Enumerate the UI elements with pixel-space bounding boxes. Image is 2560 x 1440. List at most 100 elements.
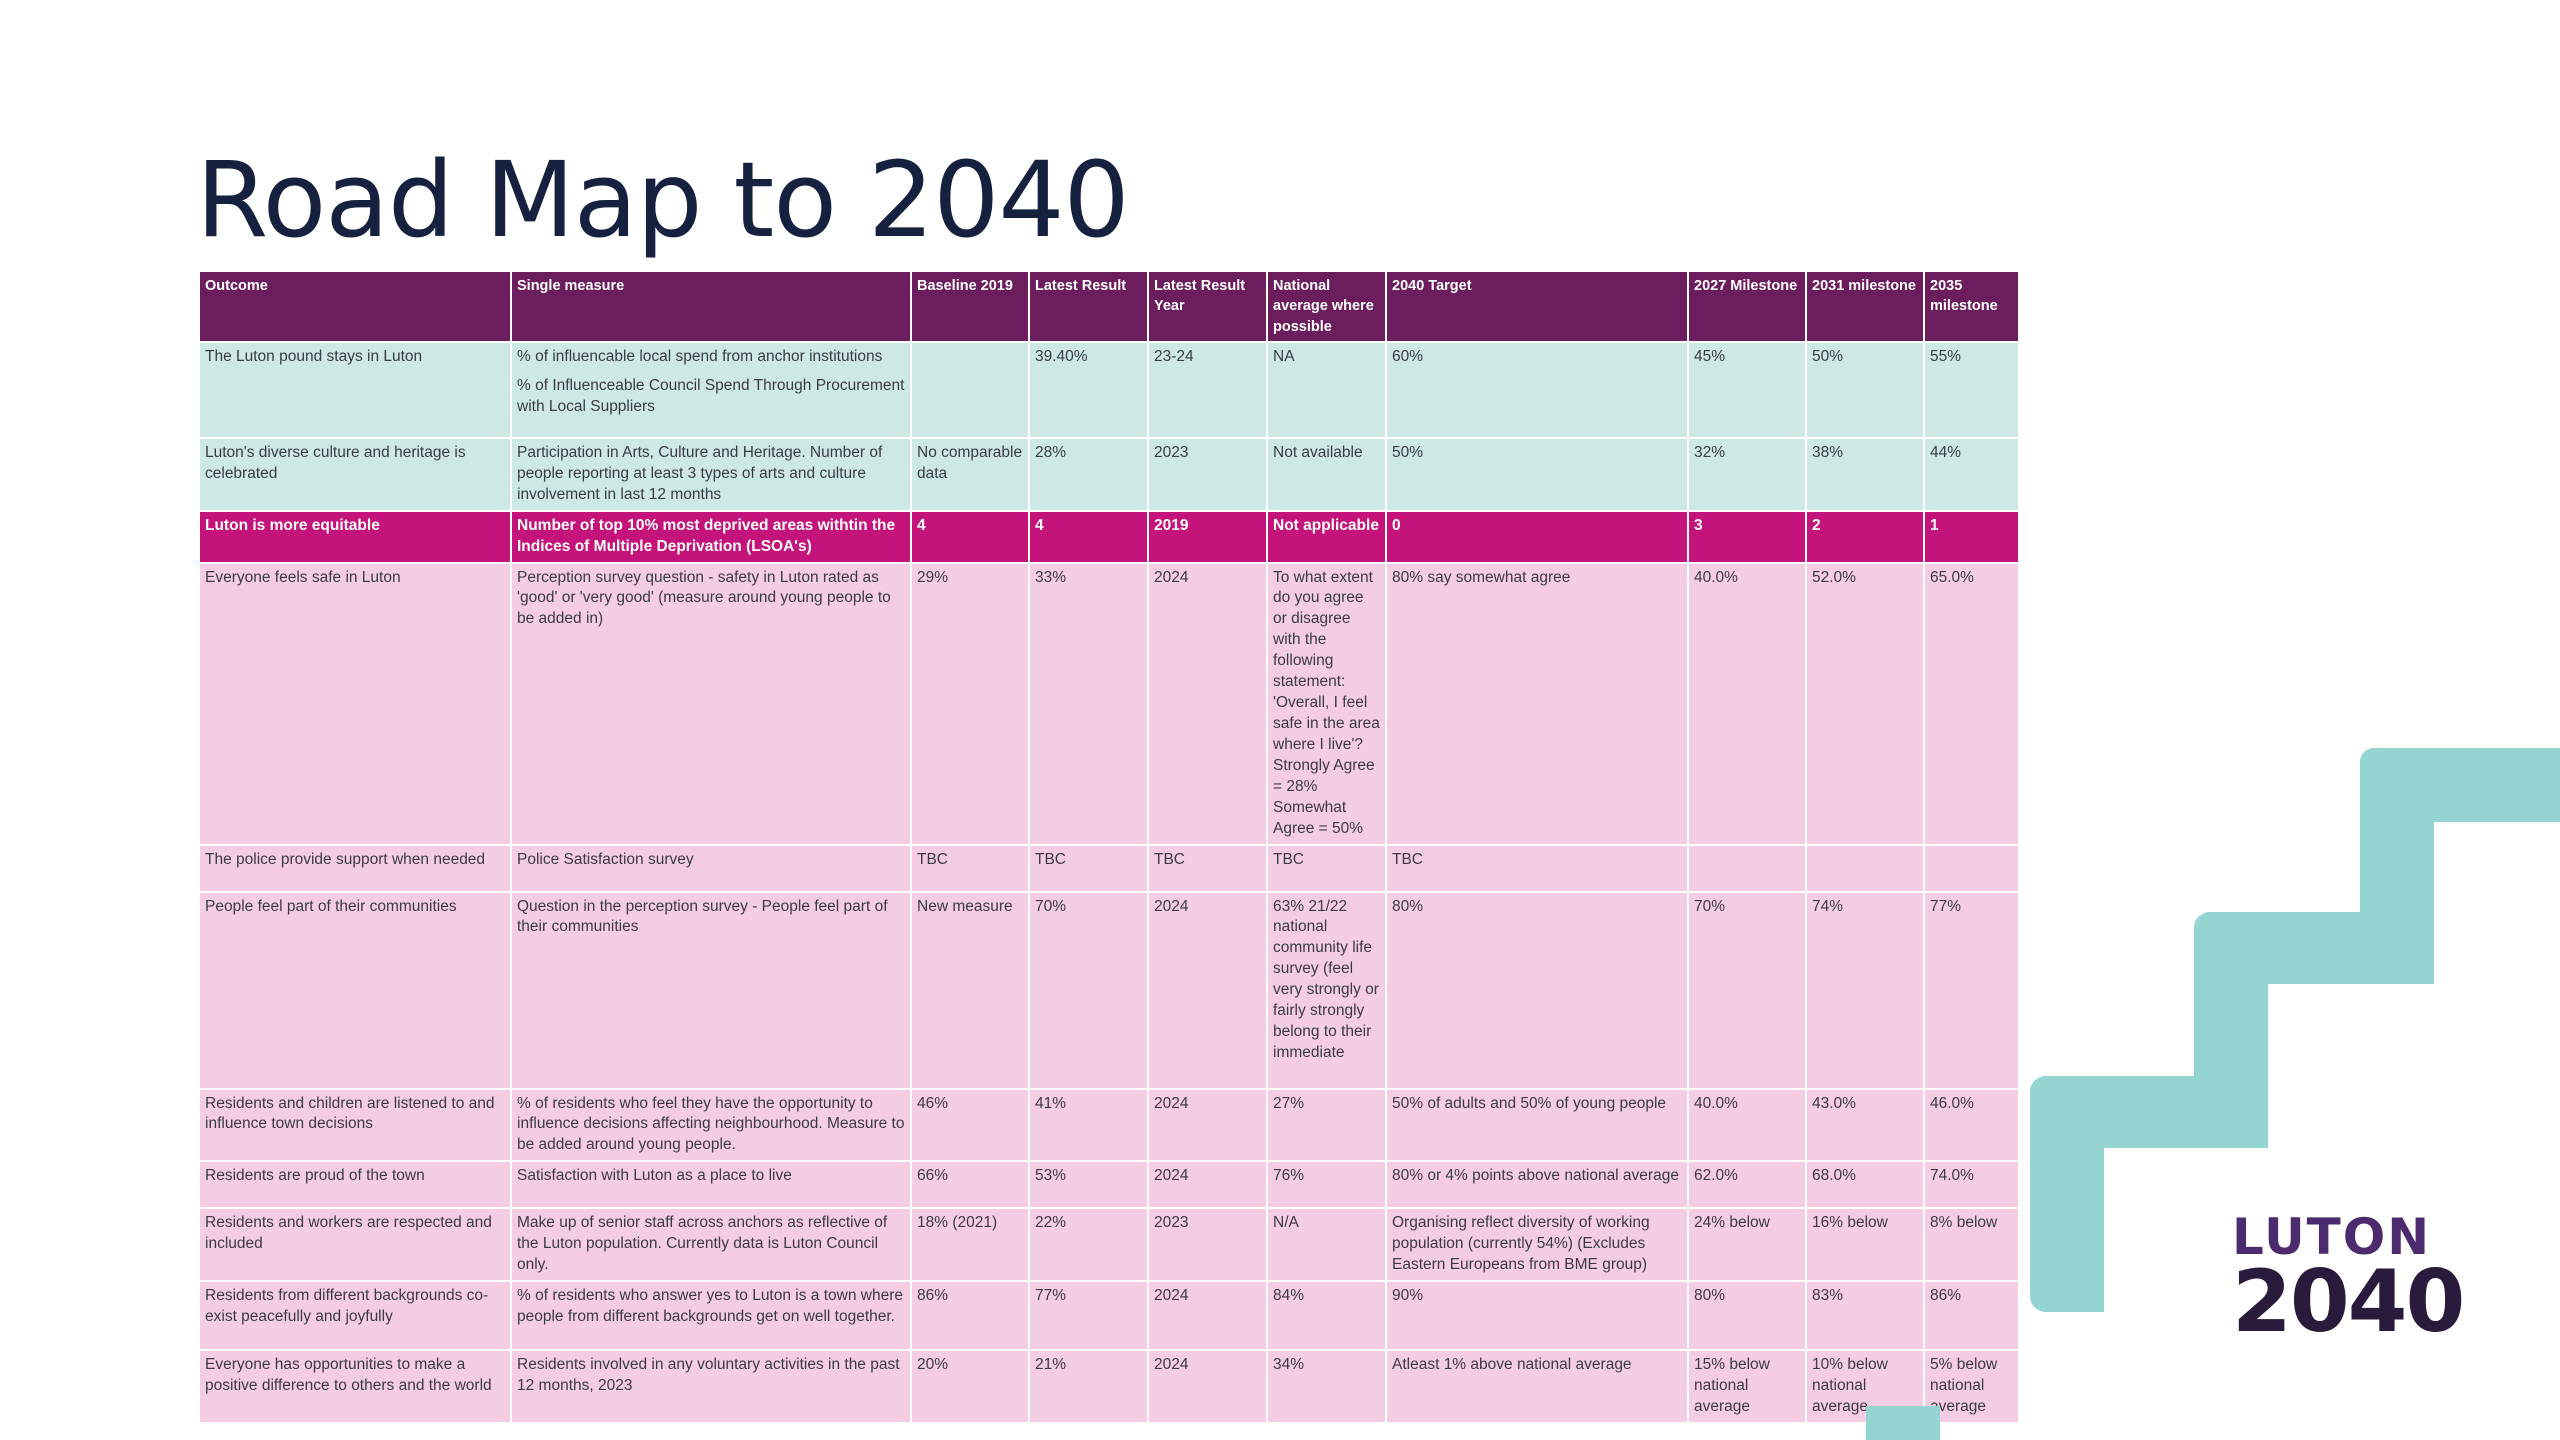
header-2035-milestone: 2035 milestone: [1923, 270, 2020, 343]
cell-m2027: 3: [1687, 509, 1807, 564]
cell-m2031: 2: [1805, 509, 1925, 564]
table-row: Residents and workers are respected and …: [198, 1207, 2020, 1283]
logo-text-2040: 2040: [2232, 1252, 2465, 1352]
cell-m2031: [1805, 843, 1925, 893]
cell-national: Not applicable: [1266, 509, 1387, 564]
cell-national: Not available: [1266, 436, 1387, 512]
table-row: The police provide support when needed P…: [198, 843, 2020, 893]
header-latest-result: Latest Result: [1028, 270, 1149, 343]
header-baseline: Baseline 2019: [910, 270, 1030, 343]
cell-latest: 22%: [1028, 1207, 1149, 1283]
cell-m2035: 8% below: [1923, 1207, 2020, 1283]
cell-target: 80%: [1385, 890, 1689, 1090]
cell-measure: Number of top 10% most deprived areas wi…: [510, 509, 912, 564]
cell-measure: Perception survey question - safety in L…: [510, 561, 912, 846]
cell-m2031: 50%: [1805, 340, 1925, 439]
cell-baseline: TBC: [910, 843, 1030, 893]
cell-baseline: 18% (2021): [910, 1207, 1030, 1283]
cell-measure: Make up of senior staff across anchors a…: [510, 1207, 912, 1283]
cell-measure-line: % of Influenceable Council Spend Through…: [517, 376, 905, 415]
cell-measure: Question in the perception survey - Peop…: [510, 890, 912, 1090]
cell-target: Atleast 1% above national average: [1385, 1349, 1689, 1424]
cell-m2035: [1923, 843, 2020, 893]
table-row: People feel part of their communities Qu…: [198, 890, 2020, 1090]
cell-target: 60%: [1385, 340, 1689, 439]
cell-target: 80% say somewhat agree: [1385, 561, 1689, 846]
cell-measure: Police Satisfaction survey: [510, 843, 912, 893]
cell-baseline: New measure: [910, 890, 1030, 1090]
cell-latest: 77%: [1028, 1280, 1149, 1352]
cell-latest: 39.40%: [1028, 340, 1149, 439]
cell-national: To what extent do you agree or disagree …: [1266, 561, 1387, 846]
cell-outcome: Everyone feels safe in Luton: [198, 561, 512, 846]
cell-year: 2024: [1147, 1280, 1268, 1352]
cell-m2031: 83%: [1805, 1280, 1925, 1352]
cell-baseline: 46%: [910, 1087, 1030, 1163]
cell-measure-line: % of influencable local spend from ancho…: [517, 347, 883, 365]
cell-latest: 41%: [1028, 1087, 1149, 1163]
header-national-average: National average where possible: [1266, 270, 1387, 343]
cell-m2027: [1687, 843, 1807, 893]
cell-measure: % of residents who answer yes to Luton i…: [510, 1280, 912, 1352]
cell-outcome: Residents are proud of the town: [198, 1160, 512, 1210]
table-row: Residents from different backgrounds co-…: [198, 1280, 2020, 1352]
cell-year: 2024: [1147, 890, 1268, 1090]
cell-latest: 21%: [1028, 1349, 1149, 1424]
header-2031-milestone: 2031 milestone: [1805, 270, 1925, 343]
cell-baseline: [910, 340, 1030, 439]
cell-m2035: 77%: [1923, 890, 2020, 1090]
cell-national: NA: [1266, 340, 1387, 439]
cell-target: 50% of adults and 50% of young people: [1385, 1087, 1689, 1163]
cell-national: 27%: [1266, 1087, 1387, 1163]
cell-measure: Satisfaction with Luton as a place to li…: [510, 1160, 912, 1210]
table-row: Residents are proud of the town Satisfac…: [198, 1160, 2020, 1210]
cell-m2027: 62.0%: [1687, 1160, 1807, 1210]
cell-outcome: Luton is more equitable: [198, 509, 512, 564]
cell-outcome: Luton's diverse culture and heritage is …: [198, 436, 512, 512]
cell-target: 0: [1385, 509, 1689, 564]
cell-m2031: 43.0%: [1805, 1087, 1925, 1163]
cell-baseline: 4: [910, 509, 1030, 564]
cell-m2027: 80%: [1687, 1280, 1807, 1352]
cell-m2027: 40.0%: [1687, 561, 1807, 846]
cell-m2027: 40.0%: [1687, 1087, 1807, 1163]
cell-m2031: 16% below: [1805, 1207, 1925, 1283]
cell-m2035: 55%: [1923, 340, 2020, 439]
cell-outcome: Everyone has opportunities to make a pos…: [198, 1349, 512, 1424]
cell-m2035: 44%: [1923, 436, 2020, 512]
cell-m2035: 46.0%: [1923, 1087, 2020, 1163]
cell-latest: 28%: [1028, 436, 1149, 512]
cell-outcome: Residents and children are listened to a…: [198, 1087, 512, 1163]
header-latest-result-year: Latest Result Year: [1147, 270, 1268, 343]
cell-baseline: 66%: [910, 1160, 1030, 1210]
cell-m2027: 15% below national average: [1687, 1349, 1807, 1424]
cell-m2035: 86%: [1923, 1280, 2020, 1352]
cell-measure: % of residents who feel they have the op…: [510, 1087, 912, 1163]
cell-m2031: 10% below national average: [1805, 1349, 1925, 1424]
cell-national: 76%: [1266, 1160, 1387, 1210]
cell-target: 90%: [1385, 1280, 1689, 1352]
cell-m2027: 45%: [1687, 340, 1807, 439]
cell-m2035: 65.0%: [1923, 561, 2020, 846]
cell-m2031: 74%: [1805, 890, 1925, 1090]
header-2027-milestone: 2027 Milestone: [1687, 270, 1807, 343]
cell-outcome: The Luton pound stays in Luton: [198, 340, 512, 439]
table-row-highlight: Luton is more equitable Number of top 10…: [198, 509, 2020, 564]
cell-baseline: 20%: [910, 1349, 1030, 1424]
cell-baseline: 29%: [910, 561, 1030, 846]
cell-m2031: 38%: [1805, 436, 1925, 512]
cell-target: 50%: [1385, 436, 1689, 512]
table-row: Everyone feels safe in Luton Perception …: [198, 561, 2020, 846]
cell-national: TBC: [1266, 843, 1387, 893]
header-2040-target: 2040 Target: [1385, 270, 1689, 343]
cell-national: N/A: [1266, 1207, 1387, 1283]
cell-latest: TBC: [1028, 843, 1149, 893]
cell-target: 80% or 4% points above national average: [1385, 1160, 1689, 1210]
cell-year: 2023: [1147, 1207, 1268, 1283]
header-single-measure: Single measure: [510, 270, 912, 343]
logo-text-luton: LUTON: [2232, 1208, 2432, 1266]
cell-m2031: 68.0%: [1805, 1160, 1925, 1210]
cell-year: TBC: [1147, 843, 1268, 893]
cell-national: 84%: [1266, 1280, 1387, 1352]
cell-year: 2019: [1147, 509, 1268, 564]
